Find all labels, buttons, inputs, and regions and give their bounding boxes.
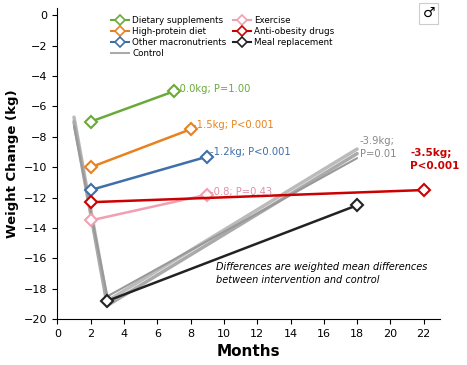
Legend: Dietary supplements, High-protein diet, Other macronutrients, Control, Exercise,: Dietary supplements, High-protein diet, … (108, 12, 338, 62)
Y-axis label: Weight Change (kg): Weight Change (kg) (6, 89, 19, 238)
Text: Differences are weighted mean differences
between intervention and control: Differences are weighted mean difference… (216, 262, 427, 285)
Text: -0.8; P=0.43: -0.8; P=0.43 (210, 187, 272, 197)
Text: -0.0kg; P=1.00: -0.0kg; P=1.00 (177, 84, 251, 94)
Text: -1.5kg; P<0.001: -1.5kg; P<0.001 (193, 120, 274, 130)
Text: -3.9kg;
P=0.01: -3.9kg; P=0.01 (360, 136, 396, 159)
Text: -3.5kg;
P<0.001: -3.5kg; P<0.001 (410, 149, 460, 171)
Text: -1.2kg; P<0.001: -1.2kg; P<0.001 (210, 147, 290, 157)
X-axis label: Months: Months (217, 345, 281, 360)
Text: ♂: ♂ (423, 6, 435, 20)
